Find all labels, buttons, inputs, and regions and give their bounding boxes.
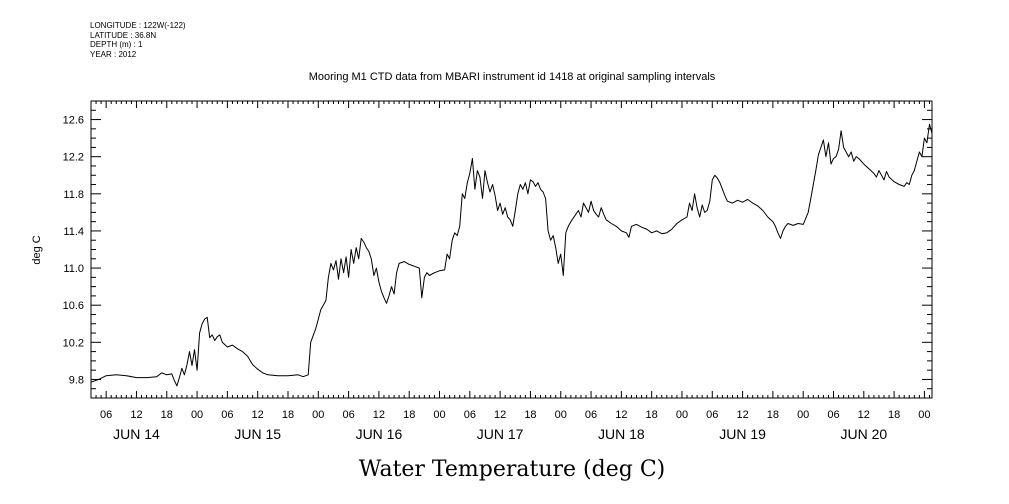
x-hour-tick-label: 18 — [524, 409, 536, 421]
x-date-label: JUN 16 — [356, 426, 403, 442]
x-hour-tick-label: 00 — [433, 409, 445, 421]
x-hour-tick-label: 00 — [312, 409, 324, 421]
plot-frame — [90, 100, 933, 399]
y-tick-label: 11.8 — [63, 189, 84, 201]
x-hour-tick-label: 18 — [161, 409, 173, 421]
y-tick-label: 11.0 — [63, 263, 84, 275]
x-hour-tick-label: 12 — [373, 409, 385, 421]
x-date-label: JUN 17 — [477, 426, 524, 442]
x-hour-tick-label: 00 — [555, 409, 567, 421]
series-line — [90, 123, 933, 387]
x-hour-tick-label: 18 — [646, 409, 658, 421]
x-hour-tick-label: 12 — [615, 409, 627, 421]
x-hour-tick-label: 00 — [191, 409, 203, 421]
x-date-label: JUN 18 — [598, 426, 645, 442]
y-axis: 9.8 10.2 10.6 11.0 11.4 11.8 12.2 12.6 — [63, 100, 932, 399]
depth-text: DEPTH (m) : 1 — [90, 40, 143, 49]
x-hour-tick-label: 06 — [342, 409, 354, 421]
metadata-block: LONGITUDE : 122W(-122) LATITUDE : 36.8N … — [90, 21, 186, 59]
x-date-label: JUN 14 — [113, 426, 160, 442]
y-tick-label: 12.2 — [63, 152, 84, 164]
x-axis: 06 12 18 00 06 12 18 00 06 12 18 00 06 12 18 00 06 12 18 00… — [90, 101, 931, 442]
x-axis-label: Water Temperature (deg C) — [359, 457, 666, 482]
x-hour-tick-label: 18 — [403, 409, 415, 421]
series-group — [90, 123, 933, 387]
plot-border — [90, 100, 933, 399]
x-hour-tick-label: 06 — [706, 409, 718, 421]
y-tick-label: 9.8 — [69, 374, 84, 386]
year-text: YEAR : 2012 — [90, 49, 137, 59]
x-hour-tick-label: 06 — [585, 409, 597, 421]
latitude-text: LATITUDE : 36.8N — [90, 30, 157, 40]
x-hour-tick-label: 00 — [918, 409, 930, 421]
x-date-label: JUN 20 — [840, 426, 887, 442]
x-hour-tick-label: 06 — [100, 409, 112, 421]
y-tick-label: 12.6 — [63, 115, 84, 127]
x-hour-tick-label: 00 — [797, 409, 809, 421]
x-date-label: JUN 19 — [719, 426, 766, 442]
x-hour-tick-label: 06 — [464, 409, 476, 421]
y-tick-label: 10.6 — [63, 300, 84, 312]
y-tick-label: 10.2 — [63, 337, 84, 349]
x-hour-tick-label: 12 — [858, 409, 870, 421]
x-hour-tick-label: 18 — [767, 409, 779, 421]
y-axis-label: deg C — [31, 235, 43, 264]
x-hour-tick-label: 06 — [827, 409, 839, 421]
x-hour-tick-label: 12 — [736, 409, 748, 421]
x-hour-tick-label: 18 — [282, 409, 294, 421]
x-hour-tick-label: 12 — [130, 409, 142, 421]
x-hour-tick-label: 12 — [252, 409, 264, 421]
x-hour-tick-label: 18 — [888, 409, 900, 421]
x-hour-tick-label: 06 — [221, 409, 233, 421]
chart-title: Mooring M1 CTD data from MBARI instrumen… — [309, 71, 716, 83]
x-hour-tick-label: 12 — [494, 409, 506, 421]
x-hour-tick-label: 00 — [676, 409, 688, 421]
longitude-text: LONGITUDE : 122W(-122) — [90, 21, 186, 30]
y-tick-label: 11.4 — [63, 226, 84, 238]
x-date-label: JUN 15 — [234, 426, 281, 442]
